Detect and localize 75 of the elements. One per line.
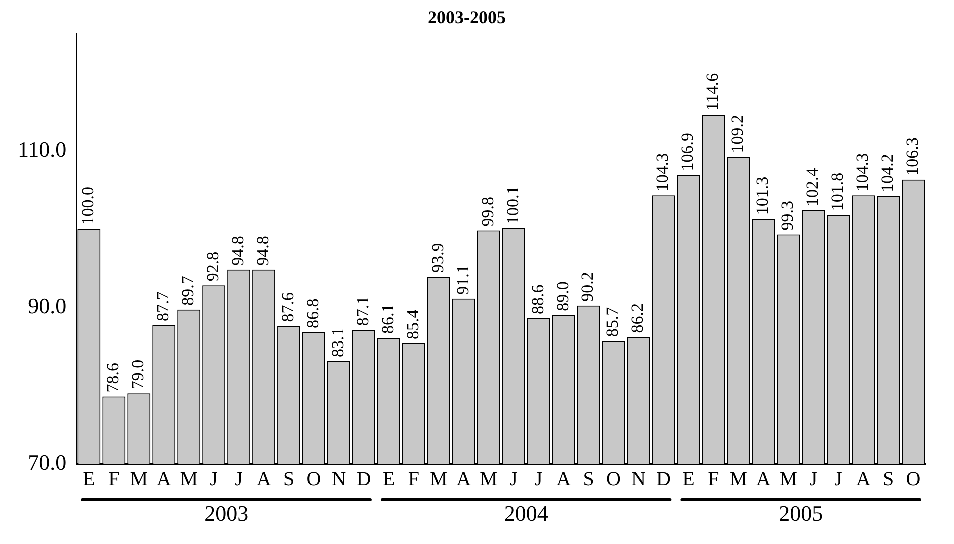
x-tick-label: F	[408, 468, 420, 490]
x-tick-label: J	[534, 468, 543, 490]
data-label: 114.6	[703, 73, 722, 111]
x-tick-label: J	[510, 468, 518, 490]
data-label: 79.0	[128, 360, 148, 390]
x-tick-label: M	[780, 468, 798, 490]
x-tick-label: A	[256, 468, 272, 490]
data-label: 87.6	[278, 292, 298, 322]
data-label: 101.3	[753, 176, 772, 216]
x-tick-label: J	[834, 468, 843, 490]
x-tick-label: M	[130, 468, 148, 490]
data-label: 99.3	[778, 200, 798, 231]
x-tick-label: M	[480, 468, 498, 490]
data-label: 88.6	[528, 284, 548, 314]
x-tick-label: D	[656, 468, 671, 490]
data-label: 86.1	[378, 304, 398, 334]
x-tick-label: D	[356, 468, 372, 490]
y-tick-label: 90.0	[28, 293, 67, 318]
x-tick-label: J	[210, 468, 218, 490]
x-tick-label: O	[306, 468, 322, 490]
data-label: 101.8	[828, 172, 848, 212]
data-label: 83.1	[328, 328, 348, 358]
x-tick-label: M	[730, 468, 748, 490]
data-label: 85.7	[603, 306, 622, 338]
x-tick-label: N	[632, 468, 646, 490]
x-tick-label: O	[906, 468, 921, 490]
data-label: 94.8	[228, 236, 248, 266]
text: 2003	[204, 500, 249, 526]
data-label: 106.3	[902, 138, 922, 176]
x-tick-label: J	[235, 468, 244, 490]
x-tick-label: F	[108, 468, 120, 490]
data-label: 87.1	[353, 296, 372, 326]
data-label: 109.2	[728, 114, 748, 154]
data-label: 94.8	[254, 236, 272, 266]
y-tick-label: 110.0	[18, 136, 67, 162]
x-tick-label: A	[156, 468, 172, 490]
x-tick-label: A	[856, 468, 872, 490]
x-tick-label: N	[332, 468, 346, 490]
x-tick-label: E	[682, 468, 695, 490]
chart-title: 2003-2005	[428, 7, 506, 28]
x-tick-label: A	[556, 468, 572, 490]
data-label: 100.1	[503, 186, 522, 224]
data-label: 91.1	[453, 265, 472, 295]
text: 2004	[504, 500, 548, 526]
x-tick-label: O	[606, 468, 621, 490]
data-label: 100.0	[78, 186, 98, 226]
data-label: 93.9	[428, 243, 448, 273]
x-tick-label: F	[708, 468, 720, 490]
text: 2005	[779, 500, 824, 526]
data-label: 86.8	[303, 298, 322, 329]
x-tick-label: S	[583, 468, 594, 490]
data-label: 99.8	[478, 197, 498, 227]
x-tick-label: S	[283, 468, 295, 490]
data-label: 89.0	[553, 282, 572, 312]
data-label: 104.2	[878, 154, 897, 192]
data-label: 104.3	[653, 153, 672, 192]
x-tick-label: A	[456, 468, 472, 490]
data-label: 102.4	[803, 168, 822, 206]
data-label: 90.2	[578, 272, 598, 302]
data-label: 104.3	[853, 153, 872, 192]
data-label: 78.6	[104, 362, 123, 393]
data-label: 86.2	[628, 303, 648, 334]
data-label: 85.4	[403, 309, 422, 340]
data-label: 89.7	[178, 276, 198, 306]
x-tick-label: E	[83, 468, 96, 490]
x-tick-label: M	[430, 468, 448, 490]
x-tick-label: E	[382, 468, 396, 490]
data-label: 106.9	[678, 132, 698, 172]
x-tick-label: J	[810, 468, 818, 490]
data-label: 87.7	[154, 291, 173, 322]
x-tick-label: S	[882, 468, 894, 490]
data-label: 92.8	[204, 252, 223, 282]
y-tick-label: 70.0	[28, 450, 67, 475]
x-tick-label: M	[180, 468, 198, 490]
x-tick-label: A	[756, 468, 772, 490]
